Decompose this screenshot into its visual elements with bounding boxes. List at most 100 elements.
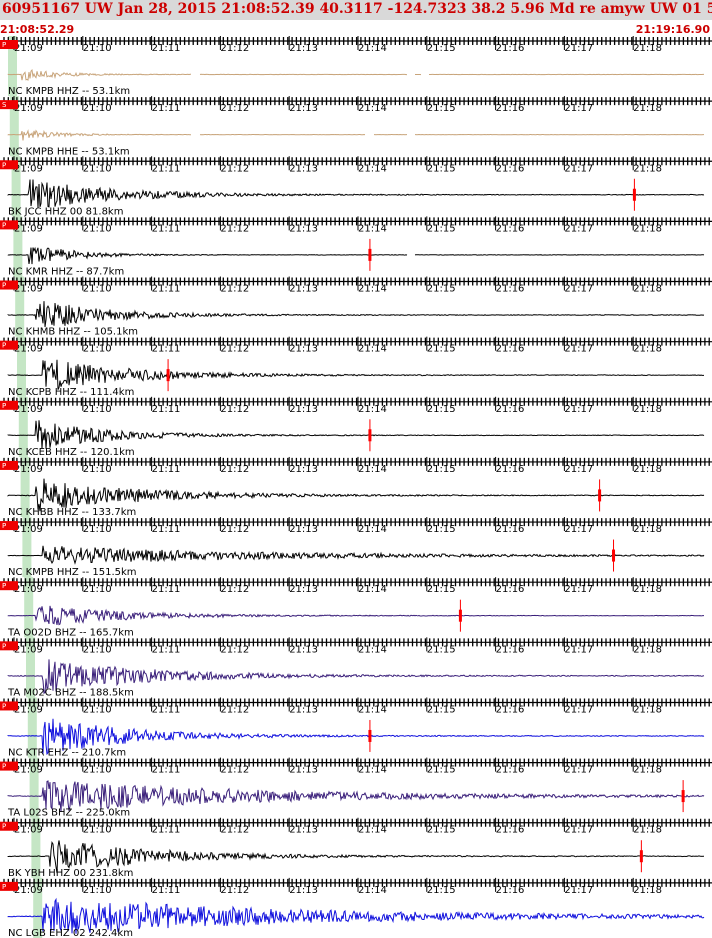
trace-badge-label: P (2, 161, 6, 169)
trace-badge (0, 460, 18, 470)
waveform (7, 129, 704, 141)
station-label: TA L02S BHZ -- 225.0km (7, 808, 130, 819)
trace-panel[interactable]: 21:09 21:10 21:11 21:12 21:13 21:14 21:15 21:16… (0, 216, 712, 278)
tick-label: 21:15 (427, 404, 456, 415)
tick-label: 21:16 (496, 223, 525, 234)
tick-label: 21:15 (427, 524, 456, 535)
seismogram-plot[interactable]: 21:09 21:10 21:11 21:12 21:13 21:14 21:15 21:16… (0, 36, 712, 938)
arrival-band (18, 396, 28, 457)
tick-label: 21:14 (358, 464, 387, 475)
tick-label: 21:09 (14, 223, 43, 234)
trace-panel[interactable]: 21:09 21:10 21:11 21:12 21:13 21:14 21:15 21:16… (0, 336, 712, 398)
tick-label: 21:12 (220, 404, 249, 415)
trace-badge (0, 881, 18, 891)
trace-panel[interactable]: 21:09 21:10 21:11 21:12 21:13 21:14 21:15 21:16… (0, 456, 712, 518)
arrival-band (13, 216, 23, 277)
tick-label: 21:15 (427, 464, 456, 475)
end-time: 21:19:16.90 (635, 23, 710, 36)
trace-badge-label: P (2, 282, 6, 290)
tick-label: 21:10 (83, 644, 112, 655)
start-time: 21:08:52.29 (0, 23, 75, 36)
waveform (7, 179, 705, 208)
trace-panel[interactable]: 21:09 21:10 21:11 21:12 21:13 21:14 21:15 21:16… (0, 276, 712, 338)
arrival-band (22, 517, 32, 578)
tick-label: 21:14 (358, 163, 387, 174)
trace-badge (0, 641, 18, 651)
trace-panel[interactable]: 21:09 21:10 21:11 21:12 21:13 21:14 21:15 21:16… (0, 697, 712, 759)
trace-panel[interactable]: 21:09 21:10 21:11 21:12 21:13 21:14 21:15 21:16… (0, 36, 712, 97)
tick-label: 21:17 (564, 524, 593, 535)
tick-label: 21:11 (152, 404, 181, 415)
trace-badge (0, 701, 18, 711)
pick-marker-head (639, 850, 643, 863)
tick-label: 21:12 (220, 344, 249, 355)
tick-label: 21:09 (14, 464, 43, 475)
tick-label: 21:13 (289, 103, 318, 114)
trace-badge-label: S (2, 101, 7, 109)
tick-label: 21:10 (83, 584, 112, 595)
trace-badge-label: P (2, 702, 6, 710)
trace-badge-label: P (2, 883, 6, 891)
tick-label: 21:16 (496, 885, 525, 896)
tick-label: 21:11 (152, 524, 181, 535)
tick-label: 21:12 (220, 223, 249, 234)
tick-label: 21:13 (289, 885, 318, 896)
tick-label: 21:18 (633, 825, 662, 836)
trace-panel[interactable]: 21:09 21:10 21:11 21:12 21:13 21:14 21:15 21:16… (0, 757, 712, 819)
tick-label: 21:12 (220, 825, 249, 836)
tick-label: 21:09 (14, 284, 43, 295)
tick-label: 21:09 (14, 103, 43, 114)
trace-panel[interactable]: 21:09 21:10 21:11 21:12 21:13 21:14 21:15 21:16… (0, 96, 712, 157)
tick-label: 21:11 (152, 284, 181, 295)
tick-label: 21:18 (633, 103, 662, 114)
tick-label: 21:10 (83, 103, 112, 114)
trace-panel[interactable]: 21:09 21:10 21:11 21:12 21:13 21:14 21:15 21:16… (0, 517, 712, 578)
station-label: NC KMPB HHZ -- 151.5km (8, 567, 137, 578)
pick-marker-head (681, 790, 685, 803)
waveform (7, 605, 704, 626)
pick-marker-head (458, 609, 462, 622)
trace-badge (0, 521, 18, 531)
waveform (7, 840, 704, 874)
tick-label: 21:11 (152, 644, 181, 655)
tick-label: 21:10 (83, 464, 112, 475)
tick-label: 21:12 (220, 284, 249, 295)
tick-label: 21:11 (152, 464, 181, 475)
trace-badge-label: P (2, 402, 6, 410)
tick-label: 21:09 (14, 704, 43, 715)
tick-label: 21:12 (220, 163, 249, 174)
arrival-band (9, 96, 19, 157)
tick-label: 21:13 (289, 404, 318, 415)
tick-label: 21:10 (83, 404, 112, 415)
time-range: 21:08:52.29 21:19:16.90 (0, 19, 712, 37)
pick-marker-head (632, 188, 636, 201)
tick-label: 21:12 (220, 103, 249, 114)
tick-label: 21:17 (564, 284, 593, 295)
trace-panel[interactable]: 21:09 21:10 21:11 21:12 21:13 21:14 21:15 21:16… (0, 396, 712, 458)
tick-label: 21:14 (358, 584, 387, 595)
tick-label: 21:18 (633, 584, 662, 595)
trace-panel[interactable]: 21:09 21:10 21:11 21:12 21:13 21:14 21:15 21:16… (0, 637, 712, 698)
trace-panel[interactable]: 21:09 21:10 21:11 21:12 21:13 21:14 21:15 21:16… (0, 577, 712, 638)
tick-label: 21:13 (289, 43, 318, 54)
trace-badge-label: P (2, 462, 6, 470)
station-label: NC KHBB HHZ -- 133.7km (8, 507, 136, 518)
tick-label: 21:13 (289, 644, 318, 655)
station-label: NC KHMB HHZ -- 105.1km (8, 327, 138, 338)
tick-label: 21:09 (14, 344, 43, 355)
tick-label: 21:18 (633, 464, 662, 475)
trace-badge (0, 761, 18, 771)
tick-label: 21:11 (152, 885, 181, 896)
tick-label: 21:10 (83, 344, 112, 355)
tick-label: 21:09 (14, 43, 43, 54)
trace-panel[interactable]: 21:09 21:10 21:11 21:12 21:13 21:14 21:15 21:16… (0, 877, 712, 938)
tick-label: 21:16 (496, 825, 525, 836)
tick-label: 21:14 (358, 223, 387, 234)
station-label: TA M02C BHZ -- 188.5km (7, 687, 134, 698)
tick-label: 21:14 (358, 103, 387, 114)
tick-label: 21:14 (358, 644, 387, 655)
tick-label: 21:17 (564, 644, 593, 655)
tick-label: 21:12 (220, 765, 249, 776)
trace-panel[interactable]: 21:09 21:10 21:11 21:12 21:13 21:14 21:15 21:16… (0, 817, 712, 879)
trace-panel[interactable]: 21:09 21:10 21:11 21:12 21:13 21:14 21:15 21:16… (0, 156, 712, 217)
